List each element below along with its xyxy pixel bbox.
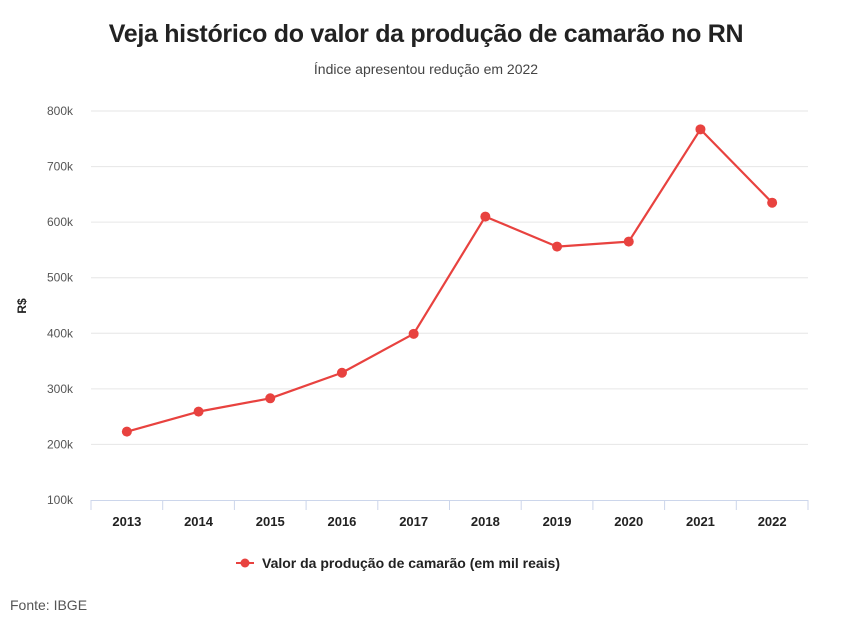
- y-tick-label: 800k: [47, 104, 74, 118]
- chart-title: Veja histórico do valor da produção de c…: [108, 20, 744, 48]
- x-tick-label: 2020: [614, 514, 643, 529]
- y-axis-ticks: 100k 200k 300k 400k 500k 600k 700k 800k: [47, 104, 74, 507]
- y-tick-label: 600k: [47, 215, 74, 229]
- data-point[interactable]: [193, 406, 204, 417]
- data-point[interactable]: [767, 197, 778, 208]
- y-tick-label: 500k: [47, 271, 74, 285]
- data-point[interactable]: [480, 211, 491, 222]
- legend[interactable]: Valor da produção de camarão (em mil rea…: [236, 555, 560, 571]
- x-tick-label: 2013: [112, 514, 141, 529]
- x-tick-label: 2022: [758, 514, 787, 529]
- data-point[interactable]: [695, 124, 706, 135]
- y-tick-label: 200k: [47, 437, 74, 451]
- source-note: Fonte: IBGE: [10, 597, 88, 613]
- gridlines: [91, 110, 808, 445]
- x-tick-label: 2021: [686, 514, 715, 529]
- series-layer: [121, 124, 778, 437]
- x-axis: 2013 2014 2015 2016 2017 2018 2019 2020 2021 2022: [90, 500, 809, 529]
- series-line: [126, 128, 773, 433]
- data-point[interactable]: [552, 241, 563, 252]
- x-tick-label: 2014: [184, 514, 214, 529]
- data-point[interactable]: [265, 393, 276, 404]
- y-tick-label: 300k: [47, 382, 74, 396]
- x-tick-label: 2018: [471, 514, 500, 529]
- y-tick-label: 700k: [47, 160, 74, 174]
- y-tick-label: 400k: [47, 326, 74, 340]
- legend-label: Valor da produção de camarão (em mil rea…: [262, 555, 560, 571]
- data-point[interactable]: [408, 328, 419, 339]
- x-tick-label: 2015: [256, 514, 285, 529]
- chart-subtitle: Índice apresentou redução em 2022: [313, 61, 539, 77]
- data-point[interactable]: [121, 426, 132, 437]
- data-point[interactable]: [336, 367, 347, 378]
- y-tick-label: 100k: [47, 493, 74, 507]
- y-axis-label: R$: [15, 298, 29, 314]
- legend-dot-marker: [240, 558, 250, 568]
- data-point[interactable]: [623, 236, 634, 247]
- x-tick-label: 2019: [543, 514, 572, 529]
- x-tick-label: 2016: [327, 514, 356, 529]
- x-tick-label: 2017: [399, 514, 428, 529]
